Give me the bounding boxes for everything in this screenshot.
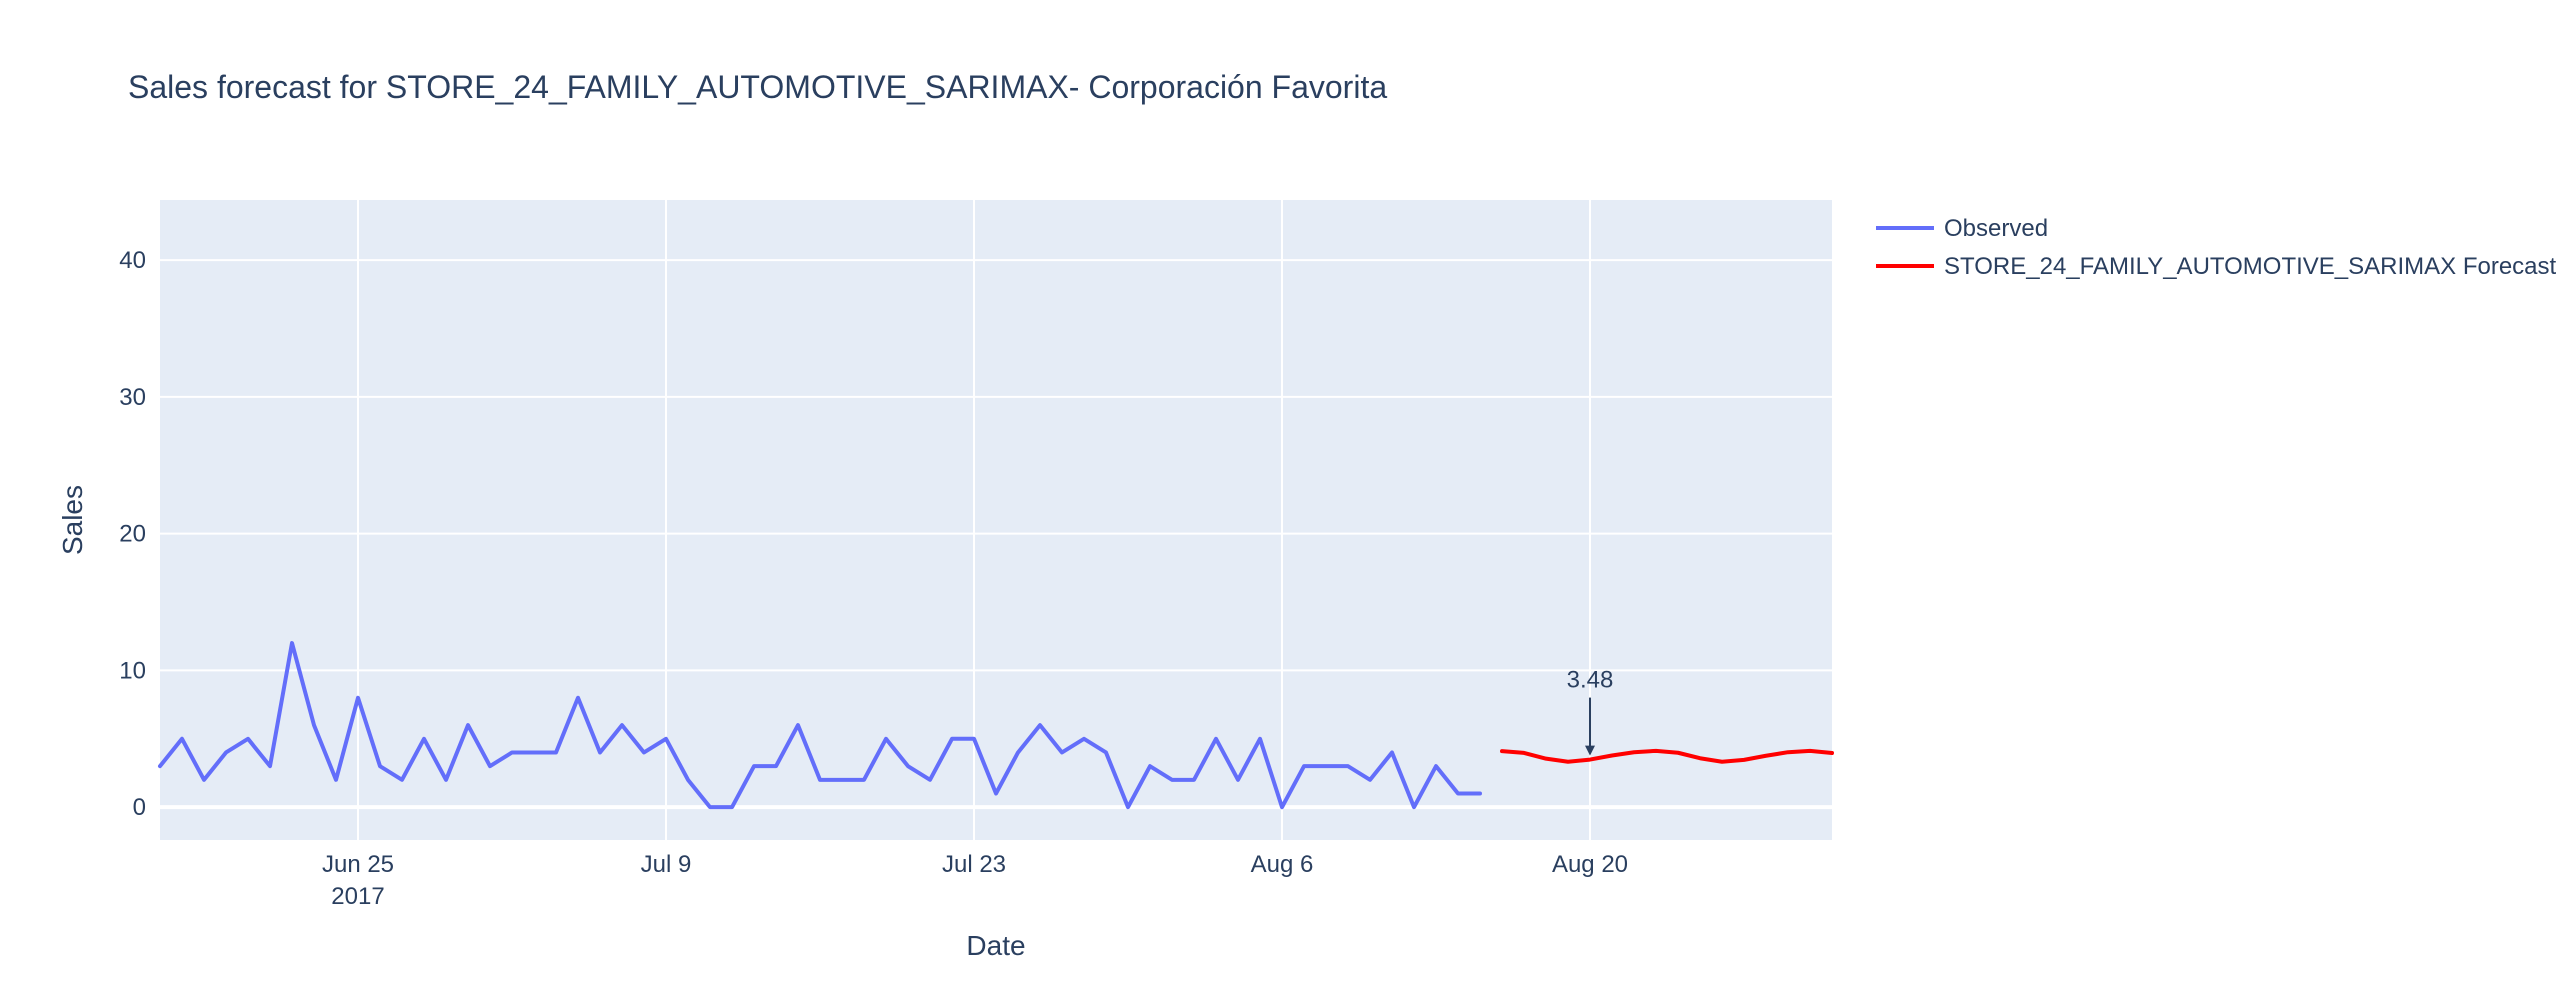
plot-area [160, 200, 1832, 840]
legend-item[interactable]: Observed [1876, 215, 2048, 242]
x-tick-sublabel: 2017 [331, 883, 384, 910]
legend-label: Observed [1944, 215, 2048, 242]
series-layer [158, 641, 1834, 810]
y-tick-label: 20 [119, 521, 146, 548]
x-tick-label: Aug 6 [1251, 851, 1314, 878]
x-tick-label: Aug 20 [1552, 851, 1628, 878]
chart-title: Sales forecast for STORE_24_FAMILY_AUTOM… [128, 69, 1387, 105]
annotation-label: 3.48 [1567, 667, 1614, 694]
x-tick-label: Jul 9 [641, 851, 692, 878]
y-tick-label: 10 [119, 657, 146, 684]
x-tick-label: Jul 23 [942, 851, 1006, 878]
y-tick-label: 0 [133, 794, 146, 821]
legend[interactable]: Observed STORE_24_FAMILY_AUTOMOTIVE_SARIM… [1876, 215, 2557, 280]
legend-label: STORE_24_FAMILY_AUTOMOTIVE_SARIMAX Forec… [1944, 253, 2557, 280]
y-axis-title: Sales [57, 485, 88, 555]
x-axis-tick-labels: Jun 25 2017 Jul 9 Jul 23 Aug 6 Aug 20 [322, 851, 1628, 910]
x-axis-title: Date [966, 930, 1025, 961]
y-tick-label: 30 [119, 384, 146, 411]
annotation-arrowhead [1585, 745, 1595, 756]
y-gridlines [160, 259, 1832, 672]
forecast-series-line[interactable] [1500, 748, 1834, 764]
y-axis-tick-labels: 0 10 20 30 40 [119, 247, 146, 821]
observed-series-line[interactable] [158, 641, 1482, 810]
legend-item[interactable]: STORE_24_FAMILY_AUTOMOTIVE_SARIMAX Forec… [1876, 253, 2557, 280]
annotation-layer: 3.48 [1567, 667, 1614, 756]
y-tick-label: 40 [119, 247, 146, 274]
x-tick-label: Jun 25 [322, 851, 394, 878]
